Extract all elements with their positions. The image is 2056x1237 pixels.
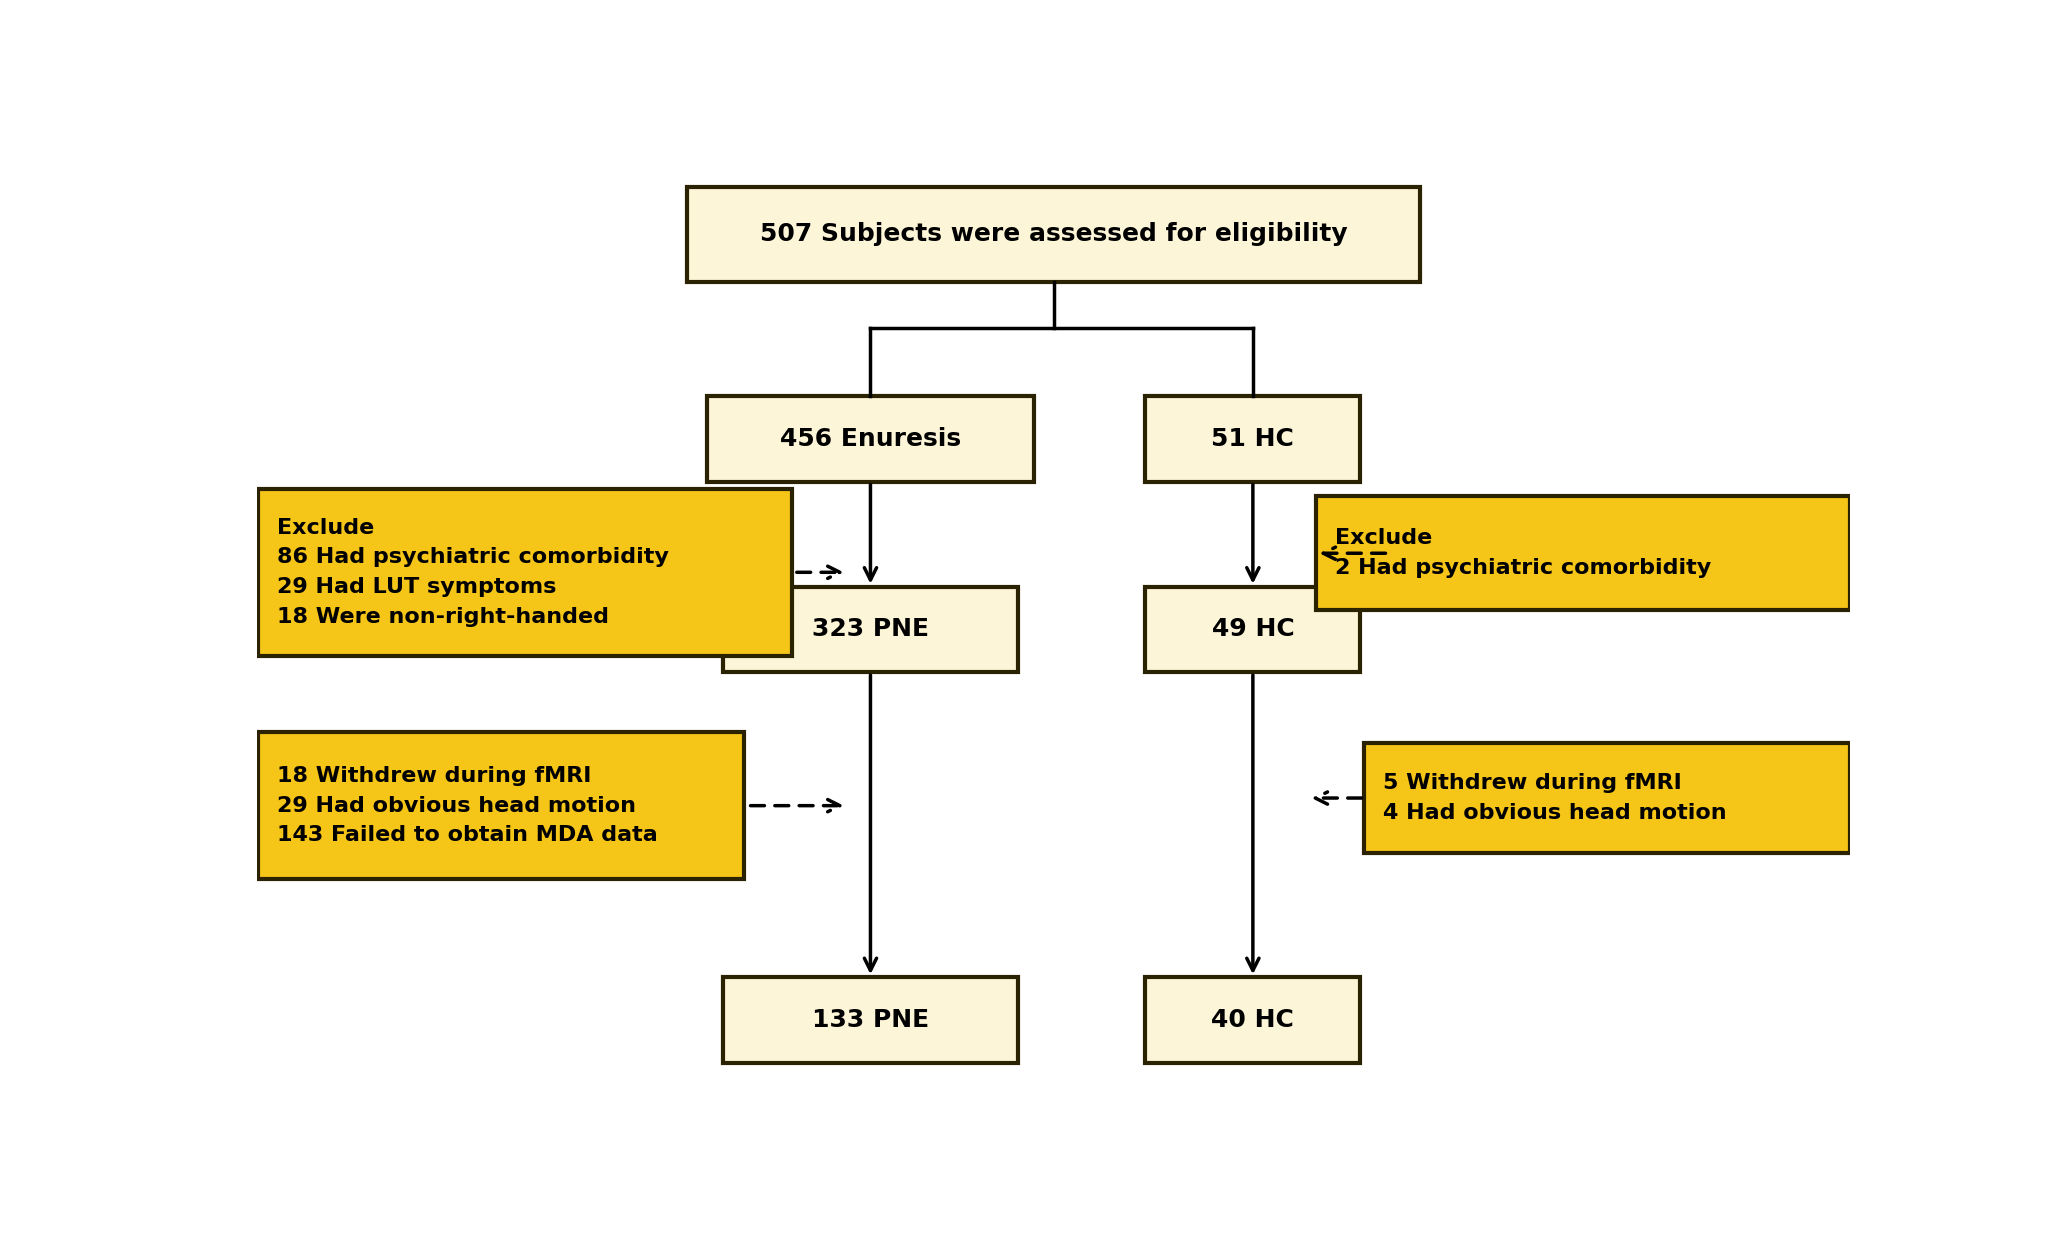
Text: 18 Withdrew during fMRI
29 Had obvious head motion
143 Failed to obtain MDA data: 18 Withdrew during fMRI 29 Had obvious h… — [278, 766, 658, 845]
FancyArrowPatch shape — [1324, 547, 1386, 559]
FancyBboxPatch shape — [724, 586, 1018, 673]
FancyBboxPatch shape — [687, 187, 1421, 282]
FancyBboxPatch shape — [1145, 586, 1361, 673]
Text: 5 Withdrew during fMRI
4 Had obvious head motion: 5 Withdrew during fMRI 4 Had obvious hea… — [1384, 773, 1727, 823]
FancyBboxPatch shape — [257, 732, 744, 880]
FancyArrowPatch shape — [798, 567, 841, 579]
Text: 507 Subjects were assessed for eligibility: 507 Subjects were assessed for eligibili… — [761, 223, 1347, 246]
FancyBboxPatch shape — [707, 396, 1034, 482]
Text: 51 HC: 51 HC — [1211, 427, 1295, 452]
FancyBboxPatch shape — [1145, 396, 1361, 482]
Text: 133 PNE: 133 PNE — [812, 1008, 929, 1032]
FancyArrowPatch shape — [1316, 792, 1361, 804]
Text: 40 HC: 40 HC — [1211, 1008, 1295, 1032]
FancyBboxPatch shape — [1316, 496, 1850, 610]
Text: Exclude
86 Had psychiatric comorbidity
29 Had LUT symptoms
18 Were non-right-han: Exclude 86 Had psychiatric comorbidity 2… — [278, 518, 668, 627]
Text: 456 Enuresis: 456 Enuresis — [779, 427, 960, 452]
Text: 49 HC: 49 HC — [1211, 617, 1293, 642]
FancyBboxPatch shape — [1145, 977, 1361, 1063]
FancyArrowPatch shape — [750, 799, 841, 811]
Text: 323 PNE: 323 PNE — [812, 617, 929, 642]
FancyBboxPatch shape — [724, 977, 1018, 1063]
FancyBboxPatch shape — [1363, 743, 1850, 852]
Text: Exclude
2 Had psychiatric comorbidity: Exclude 2 Had psychiatric comorbidity — [1334, 528, 1711, 578]
FancyBboxPatch shape — [257, 489, 792, 656]
